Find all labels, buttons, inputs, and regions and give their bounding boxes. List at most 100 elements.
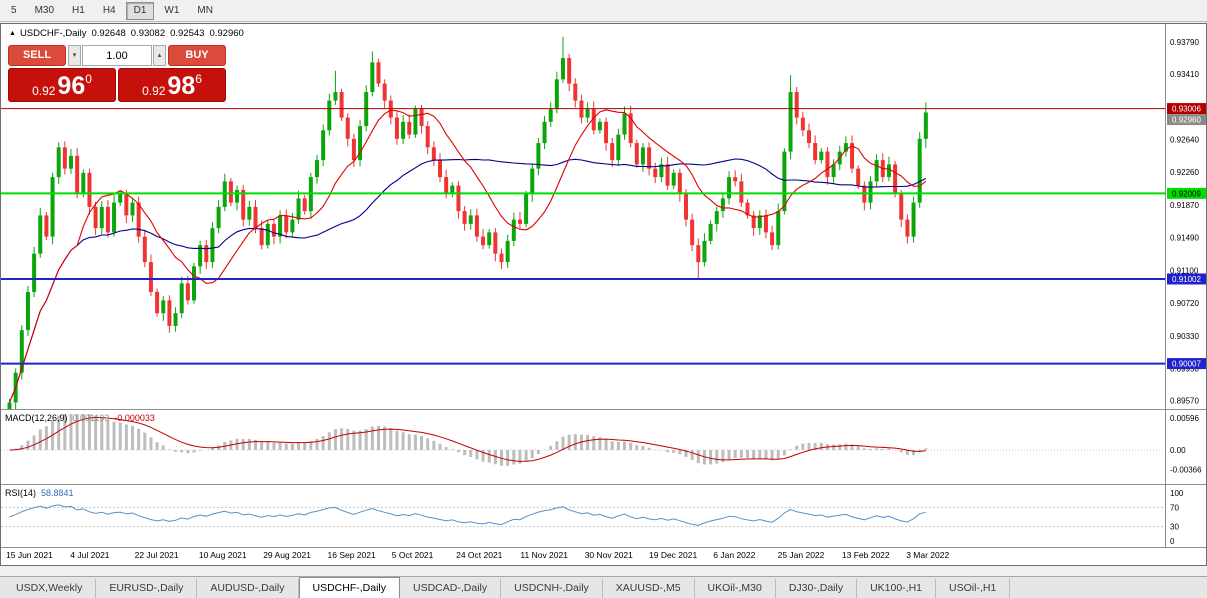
resistance-line-price-label bbox=[1167, 103, 1206, 115]
timeframe-button-h4[interactable]: H4 bbox=[95, 2, 124, 20]
timeframe-button-h1[interactable]: H1 bbox=[64, 2, 93, 20]
candle bbox=[370, 62, 375, 93]
ohlc-open: 0.92648 bbox=[91, 28, 126, 39]
chart-tab-usoil-h1[interactable]: USOil-,H1 bbox=[936, 579, 1011, 598]
chart-tab-usdcnh-daily[interactable]: USDCNH-,Daily bbox=[501, 579, 603, 598]
date-label: 24 Oct 2021 bbox=[456, 550, 503, 560]
candle bbox=[702, 240, 707, 263]
chart-tab-eurusd-daily[interactable]: EURUSD-,Daily bbox=[96, 579, 198, 598]
candle bbox=[142, 236, 147, 263]
price-tick-label: 0.93410 bbox=[1170, 70, 1199, 79]
rsi-indicator-pane[interactable]: 100 70 30 0 bbox=[1, 484, 1206, 547]
candle bbox=[136, 202, 141, 237]
candle bbox=[315, 160, 319, 178]
timeframe-button-m30[interactable]: M30 bbox=[27, 2, 62, 20]
buy-button[interactable]: BUY bbox=[168, 45, 226, 66]
macd-signal-value: -0.000033 bbox=[114, 413, 155, 423]
candle bbox=[431, 147, 436, 161]
timeframe-button-5[interactable]: 5 bbox=[3, 2, 25, 20]
candle bbox=[579, 100, 584, 118]
candle bbox=[278, 215, 283, 237]
candle bbox=[505, 240, 510, 263]
candle bbox=[204, 245, 209, 263]
macd-axis-label: -0.00366 bbox=[1170, 466, 1202, 475]
candle bbox=[339, 92, 344, 118]
chart-tab-xauusd-m5[interactable]: XAUUSD-,M5 bbox=[603, 579, 695, 598]
candle bbox=[62, 147, 67, 169]
collapse-panel-icon[interactable]: ▲ bbox=[9, 30, 16, 37]
candle bbox=[788, 92, 793, 152]
candle bbox=[302, 198, 307, 212]
candle bbox=[75, 155, 80, 195]
volume-increase-button[interactable]: ▴ bbox=[153, 45, 166, 66]
candle bbox=[192, 266, 196, 301]
candle bbox=[99, 206, 104, 229]
fast-ma-line bbox=[8, 109, 927, 403]
volume-decrease-button[interactable]: ▾ bbox=[68, 45, 81, 66]
candle bbox=[124, 194, 129, 216]
candle bbox=[38, 215, 43, 254]
symbol-title: USDCHF-,Daily bbox=[19, 28, 87, 39]
chart-tab-usdchf-daily[interactable]: USDCHF-,Daily bbox=[298, 577, 401, 598]
macd-axis-label: 0.00 bbox=[1170, 446, 1186, 455]
candle bbox=[911, 202, 916, 237]
macd-axis-label: 0.00596 bbox=[1170, 414, 1199, 423]
candle bbox=[118, 194, 123, 203]
bid-price-prefix: 0.92 bbox=[32, 84, 56, 98]
candle bbox=[831, 164, 836, 178]
candle bbox=[450, 185, 455, 195]
chart-tab-uk100-h1[interactable]: UK100-,H1 bbox=[857, 579, 937, 598]
price-tick-label: 0.93790 bbox=[1170, 38, 1199, 47]
candle bbox=[167, 300, 172, 326]
candles-layer bbox=[7, 36, 928, 409]
candle bbox=[241, 189, 246, 220]
candle bbox=[345, 117, 350, 139]
candle bbox=[376, 62, 381, 84]
candle bbox=[388, 100, 393, 118]
macd-signal-line bbox=[9, 417, 926, 462]
candle bbox=[351, 138, 356, 161]
candle bbox=[751, 215, 756, 229]
price-chart-pane[interactable]: 0.937900.934100.930300.926400.922600.918… bbox=[1, 24, 1206, 409]
candle bbox=[155, 291, 160, 314]
candle bbox=[235, 189, 240, 203]
chart-tab-dj30-daily[interactable]: DJ30-,Daily bbox=[776, 579, 858, 598]
candle bbox=[622, 113, 627, 135]
chart-tab-audusd-daily[interactable]: AUDUSD-,Daily bbox=[197, 579, 299, 598]
timeframe-button-w1[interactable]: W1 bbox=[156, 2, 187, 20]
chart-tab-usdcad-daily[interactable]: USDCAD-,Daily bbox=[400, 579, 502, 598]
candle bbox=[247, 206, 252, 220]
buy-price-box[interactable]: 0.92 98 6 bbox=[118, 68, 226, 102]
candle bbox=[640, 147, 645, 165]
date-axis[interactable]: 15 Jun 2021 4 Jul 2021 22 Jul 2021 10 Aug 2… bbox=[1, 547, 1206, 563]
date-label: 5 Oct 2021 bbox=[391, 550, 434, 560]
macd-indicator-pane[interactable]: 0.00596 0.00 -0.00366 bbox=[1, 409, 1206, 484]
candle bbox=[81, 172, 86, 195]
candle bbox=[763, 215, 768, 233]
candle bbox=[868, 181, 873, 203]
price-tick-label: 0.89570 bbox=[1170, 397, 1199, 406]
sell-button[interactable]: SELL bbox=[8, 45, 66, 66]
candle bbox=[628, 113, 633, 144]
chart-tab-ukoil-m30[interactable]: UKOil-,M30 bbox=[695, 579, 776, 598]
timeframe-button-d1[interactable]: D1 bbox=[125, 1, 155, 20]
volume-control: ▾ ▴ bbox=[68, 45, 166, 66]
volume-input[interactable] bbox=[82, 45, 152, 66]
candle bbox=[923, 112, 928, 139]
candle bbox=[548, 109, 553, 122]
candle bbox=[419, 109, 424, 127]
candle bbox=[708, 223, 713, 241]
candle bbox=[382, 83, 387, 101]
rsi-indicator-name: RSI(14) bbox=[5, 488, 37, 498]
candle bbox=[794, 92, 799, 118]
candle bbox=[185, 283, 190, 301]
candle bbox=[604, 121, 609, 144]
date-label: 10 Aug 2021 bbox=[198, 550, 247, 560]
timeframe-button-mn[interactable]: MN bbox=[189, 2, 221, 20]
candle bbox=[487, 232, 492, 246]
chart-tab-usdx-weekly[interactable]: USDX,Weekly bbox=[3, 579, 97, 598]
candle bbox=[499, 253, 504, 263]
sell-price-box[interactable]: 0.92 96 0 bbox=[8, 68, 116, 102]
